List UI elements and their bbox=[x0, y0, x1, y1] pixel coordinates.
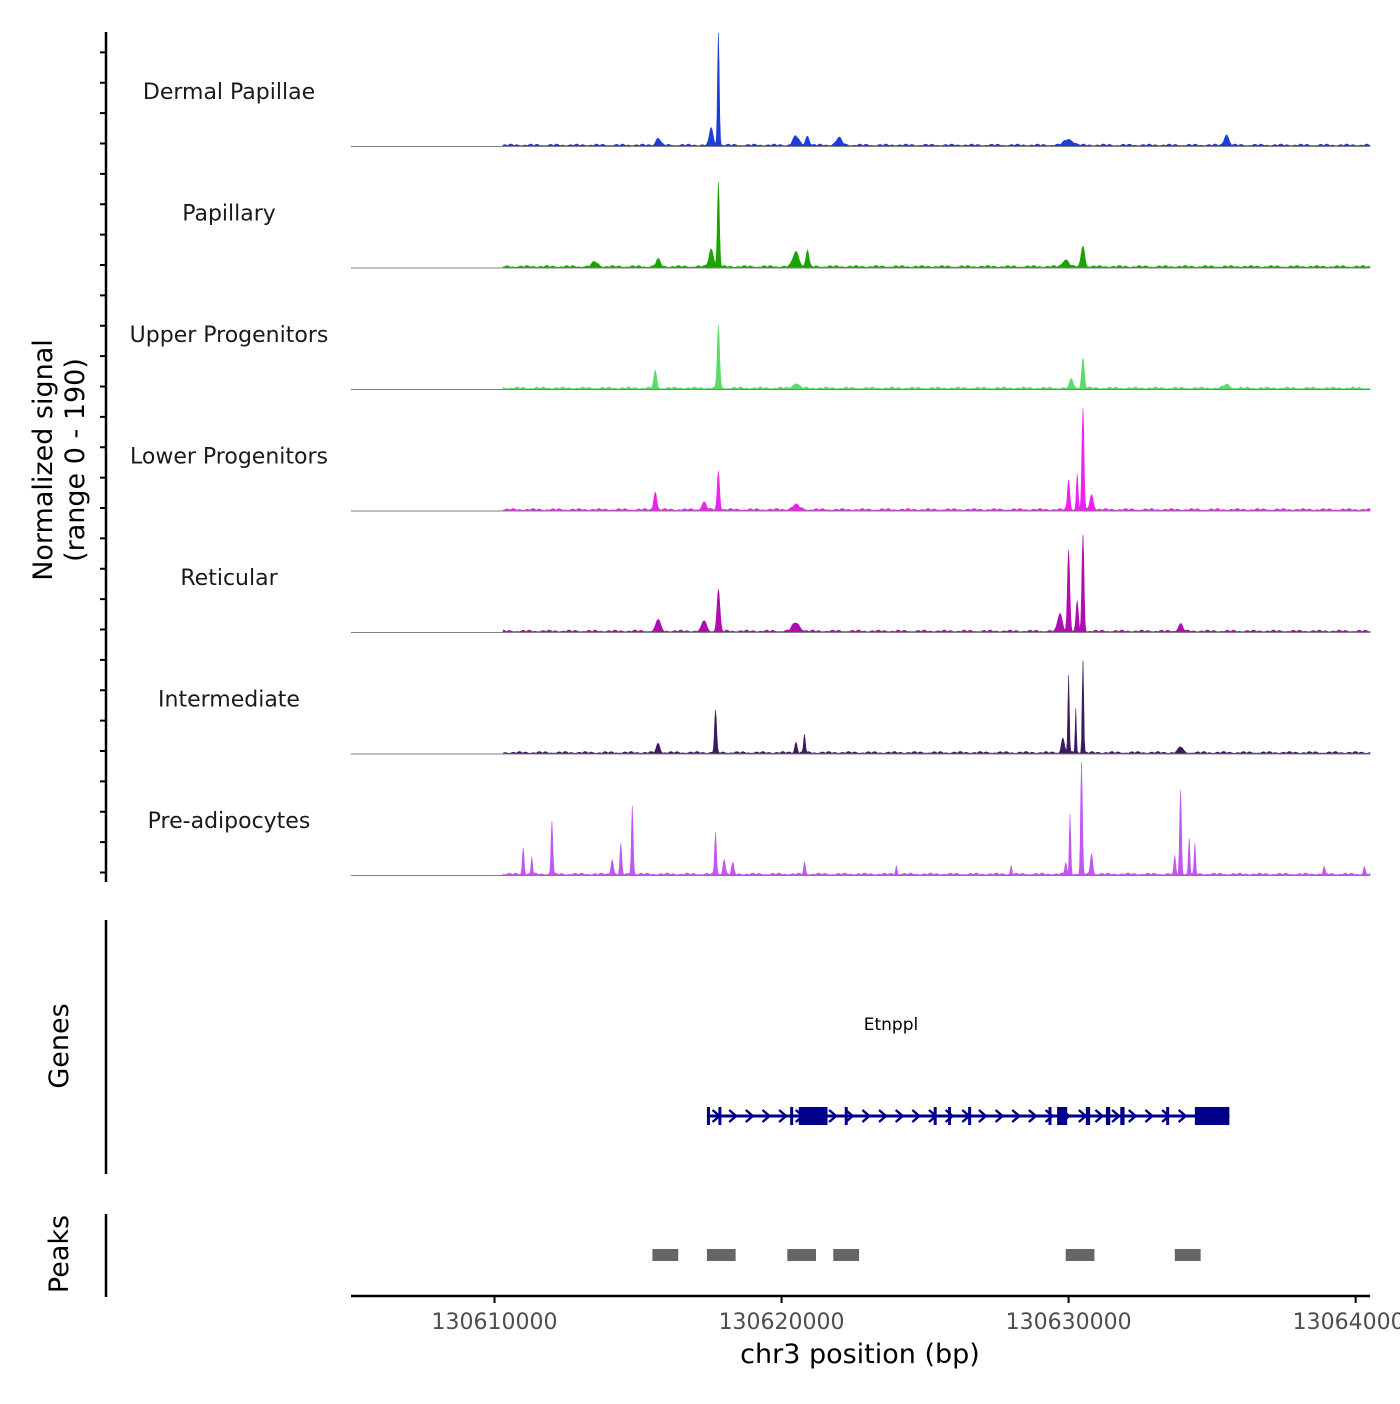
x-tick-label: 130620000 bbox=[719, 1310, 845, 1335]
gene-model bbox=[706, 1107, 1230, 1125]
strand-arrow bbox=[878, 1109, 888, 1123]
strand-arrow bbox=[745, 1109, 755, 1123]
strand-arrow bbox=[728, 1109, 739, 1123]
signal-panel: Dermal Papillae Papillary Upper Progenitor… bbox=[100, 32, 1371, 882]
gene-exon bbox=[706, 1107, 710, 1125]
x-tick-label: 130640000 bbox=[1293, 1310, 1400, 1335]
gene-exon bbox=[790, 1107, 794, 1125]
peak-region bbox=[1174, 1249, 1201, 1261]
gene-exon bbox=[968, 1107, 972, 1125]
peak-region bbox=[706, 1249, 736, 1261]
strand-arrow bbox=[761, 1109, 772, 1123]
strand-arrow bbox=[911, 1109, 922, 1123]
strand-arrow bbox=[1094, 1109, 1105, 1123]
gene-exon bbox=[933, 1107, 937, 1125]
strand-arrow bbox=[1144, 1109, 1155, 1123]
peaks-y-label: Peaks bbox=[44, 1215, 75, 1293]
gene-name-label: Etnppl bbox=[864, 1015, 919, 1035]
gene-exon bbox=[1085, 1107, 1091, 1125]
peak-region bbox=[787, 1249, 817, 1261]
strand-arrow bbox=[1044, 1109, 1055, 1123]
x-tick-label: 130610000 bbox=[432, 1310, 558, 1335]
track-intermediate: Intermediate bbox=[100, 658, 1371, 755]
track-label: Lower Progenitors bbox=[130, 445, 328, 470]
strand-arrow bbox=[1127, 1109, 1138, 1123]
strand-arrow bbox=[978, 1109, 988, 1123]
gene-exon bbox=[718, 1107, 722, 1125]
track-label: Reticular bbox=[180, 566, 278, 591]
strand-arrow bbox=[944, 1109, 955, 1123]
gene-exon bbox=[1194, 1107, 1230, 1125]
strand-arrow bbox=[1177, 1109, 1188, 1123]
signal-area bbox=[502, 535, 1371, 633]
gene-exon bbox=[1048, 1107, 1052, 1125]
gene-exon bbox=[1166, 1107, 1170, 1125]
strand-arrow bbox=[1028, 1109, 1038, 1123]
track-papillary: Papillary bbox=[100, 172, 1371, 269]
peak-region bbox=[1065, 1249, 1095, 1261]
genes-y-label: Genes bbox=[44, 1003, 75, 1088]
track-upper-progenitors: Upper Progenitors bbox=[100, 294, 1371, 390]
signal-area bbox=[502, 32, 1371, 147]
gene-exon bbox=[1057, 1107, 1068, 1125]
strand-arrow bbox=[1078, 1109, 1088, 1123]
track-label: Upper Progenitors bbox=[130, 323, 329, 348]
gene-exon bbox=[948, 1107, 952, 1125]
x-axis: 130610000 130620000 130630000 130640000 bbox=[351, 1294, 1400, 1335]
signal-area bbox=[502, 408, 1371, 512]
signal-area bbox=[502, 660, 1371, 755]
gene-exon bbox=[1105, 1107, 1111, 1125]
peak-region bbox=[833, 1249, 860, 1261]
peaks-panel bbox=[104, 1214, 1201, 1297]
track-reticular: Reticular bbox=[100, 535, 1371, 633]
strand-arrow bbox=[1011, 1109, 1022, 1123]
peak-region bbox=[652, 1249, 679, 1261]
strand-arrow bbox=[994, 1109, 1005, 1123]
track-label: Intermediate bbox=[158, 688, 300, 713]
gene-exon bbox=[798, 1107, 828, 1125]
strand-arrow bbox=[894, 1109, 905, 1123]
strand-arrow bbox=[861, 1109, 872, 1123]
signal-y-label-line2: (range 0 - 190) bbox=[60, 358, 91, 562]
track-label: Papillary bbox=[182, 202, 276, 227]
strand-arrow bbox=[778, 1109, 788, 1123]
genes-panel bbox=[104, 920, 1230, 1174]
track-pre-adipocytes: Pre-adipocytes bbox=[100, 761, 1371, 876]
track-lower-progenitors: Lower Progenitors bbox=[100, 408, 1371, 512]
track-label: Dermal Papillae bbox=[143, 80, 315, 105]
strand-arrow bbox=[828, 1109, 838, 1123]
track-label: Pre-adipocytes bbox=[148, 809, 311, 834]
x-axis-title: chr3 position (bp) bbox=[740, 1339, 980, 1370]
strand-arrow bbox=[844, 1109, 855, 1123]
strand-arrow bbox=[1111, 1109, 1121, 1123]
signal-area bbox=[502, 761, 1371, 876]
track-dermal-papillae: Dermal Papillae bbox=[100, 32, 1371, 147]
signal-area bbox=[502, 182, 1371, 269]
x-tick-label: 130630000 bbox=[1006, 1310, 1132, 1335]
signal-y-label-line1: Normalized signal bbox=[28, 339, 59, 581]
signal-area bbox=[502, 325, 1371, 390]
gene-exon bbox=[844, 1107, 848, 1125]
gene-exon bbox=[1120, 1107, 1125, 1125]
